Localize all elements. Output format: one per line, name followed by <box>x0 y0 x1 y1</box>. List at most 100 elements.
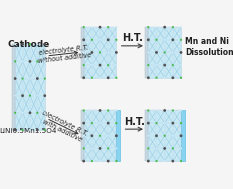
Circle shape <box>155 64 158 66</box>
Circle shape <box>107 109 109 112</box>
Text: LiNi0.5Mn1.5O4: LiNi0.5Mn1.5O4 <box>0 128 57 134</box>
Circle shape <box>180 39 182 41</box>
Bar <box>116 110 120 161</box>
Circle shape <box>147 26 149 28</box>
Text: without additive: without additive <box>37 52 91 64</box>
Circle shape <box>91 77 93 79</box>
Bar <box>181 110 185 161</box>
Text: electrolyte R.T.: electrolyte R.T. <box>41 110 89 137</box>
Circle shape <box>155 77 158 79</box>
Circle shape <box>147 135 149 137</box>
Circle shape <box>82 26 85 28</box>
Circle shape <box>82 122 85 125</box>
Circle shape <box>172 51 174 53</box>
Circle shape <box>21 129 24 131</box>
Circle shape <box>147 76 150 79</box>
Circle shape <box>164 51 166 53</box>
Bar <box>148 27 181 78</box>
Circle shape <box>107 38 110 41</box>
Circle shape <box>99 147 101 150</box>
Circle shape <box>44 112 46 114</box>
Circle shape <box>44 60 46 62</box>
Circle shape <box>99 122 101 124</box>
Circle shape <box>91 160 93 162</box>
Text: Cathode: Cathode <box>7 40 50 49</box>
Circle shape <box>91 39 93 41</box>
Circle shape <box>14 129 17 131</box>
Circle shape <box>21 94 24 97</box>
Bar <box>145 110 148 161</box>
Text: electrolyte R.T.: electrolyte R.T. <box>38 44 89 56</box>
Circle shape <box>107 147 109 149</box>
Circle shape <box>180 51 182 54</box>
Circle shape <box>155 26 158 28</box>
Circle shape <box>99 51 101 53</box>
Circle shape <box>180 160 182 162</box>
Circle shape <box>83 135 85 137</box>
Circle shape <box>164 135 166 137</box>
Circle shape <box>29 111 31 114</box>
Circle shape <box>91 147 93 149</box>
Circle shape <box>36 60 38 63</box>
Circle shape <box>29 94 31 97</box>
Circle shape <box>91 26 93 28</box>
Text: H.T.: H.T. <box>124 117 145 127</box>
Circle shape <box>155 109 158 112</box>
Circle shape <box>107 64 109 66</box>
Circle shape <box>107 135 109 137</box>
Circle shape <box>99 77 101 79</box>
Circle shape <box>115 77 117 79</box>
Circle shape <box>115 51 118 54</box>
Circle shape <box>107 51 109 53</box>
Circle shape <box>115 109 117 112</box>
Circle shape <box>44 129 46 131</box>
Circle shape <box>171 76 174 79</box>
Circle shape <box>21 112 24 114</box>
Circle shape <box>43 94 46 97</box>
Circle shape <box>155 39 158 41</box>
Circle shape <box>180 147 182 149</box>
Bar <box>84 110 116 161</box>
Circle shape <box>82 76 85 79</box>
Text: Mn and Ni
Dissolution: Mn and Ni Dissolution <box>185 37 233 57</box>
Circle shape <box>115 147 117 149</box>
Circle shape <box>14 43 16 45</box>
Bar <box>81 27 84 78</box>
Circle shape <box>107 26 109 28</box>
Circle shape <box>180 134 182 137</box>
Circle shape <box>180 109 182 112</box>
Circle shape <box>99 109 101 112</box>
Circle shape <box>147 122 150 125</box>
Circle shape <box>21 60 24 62</box>
Circle shape <box>115 26 117 28</box>
Circle shape <box>107 122 110 125</box>
Circle shape <box>163 147 166 150</box>
Circle shape <box>164 77 166 79</box>
Circle shape <box>82 160 85 163</box>
Circle shape <box>147 109 149 112</box>
Circle shape <box>172 64 174 66</box>
Circle shape <box>36 77 39 80</box>
Circle shape <box>99 135 101 137</box>
Bar <box>84 27 116 78</box>
Circle shape <box>180 122 182 124</box>
Bar <box>12 44 15 130</box>
Circle shape <box>99 26 101 29</box>
Circle shape <box>82 109 85 112</box>
Circle shape <box>36 43 38 45</box>
Circle shape <box>163 26 166 29</box>
Circle shape <box>14 60 16 63</box>
Bar <box>148 110 181 161</box>
Circle shape <box>180 77 182 79</box>
Circle shape <box>99 39 101 41</box>
Circle shape <box>172 26 174 28</box>
Circle shape <box>180 26 182 28</box>
Circle shape <box>163 109 166 112</box>
Circle shape <box>155 51 158 54</box>
Circle shape <box>99 160 101 162</box>
Circle shape <box>171 160 174 163</box>
Bar <box>145 27 148 78</box>
Circle shape <box>155 122 158 124</box>
Circle shape <box>29 60 31 63</box>
Circle shape <box>115 134 118 137</box>
